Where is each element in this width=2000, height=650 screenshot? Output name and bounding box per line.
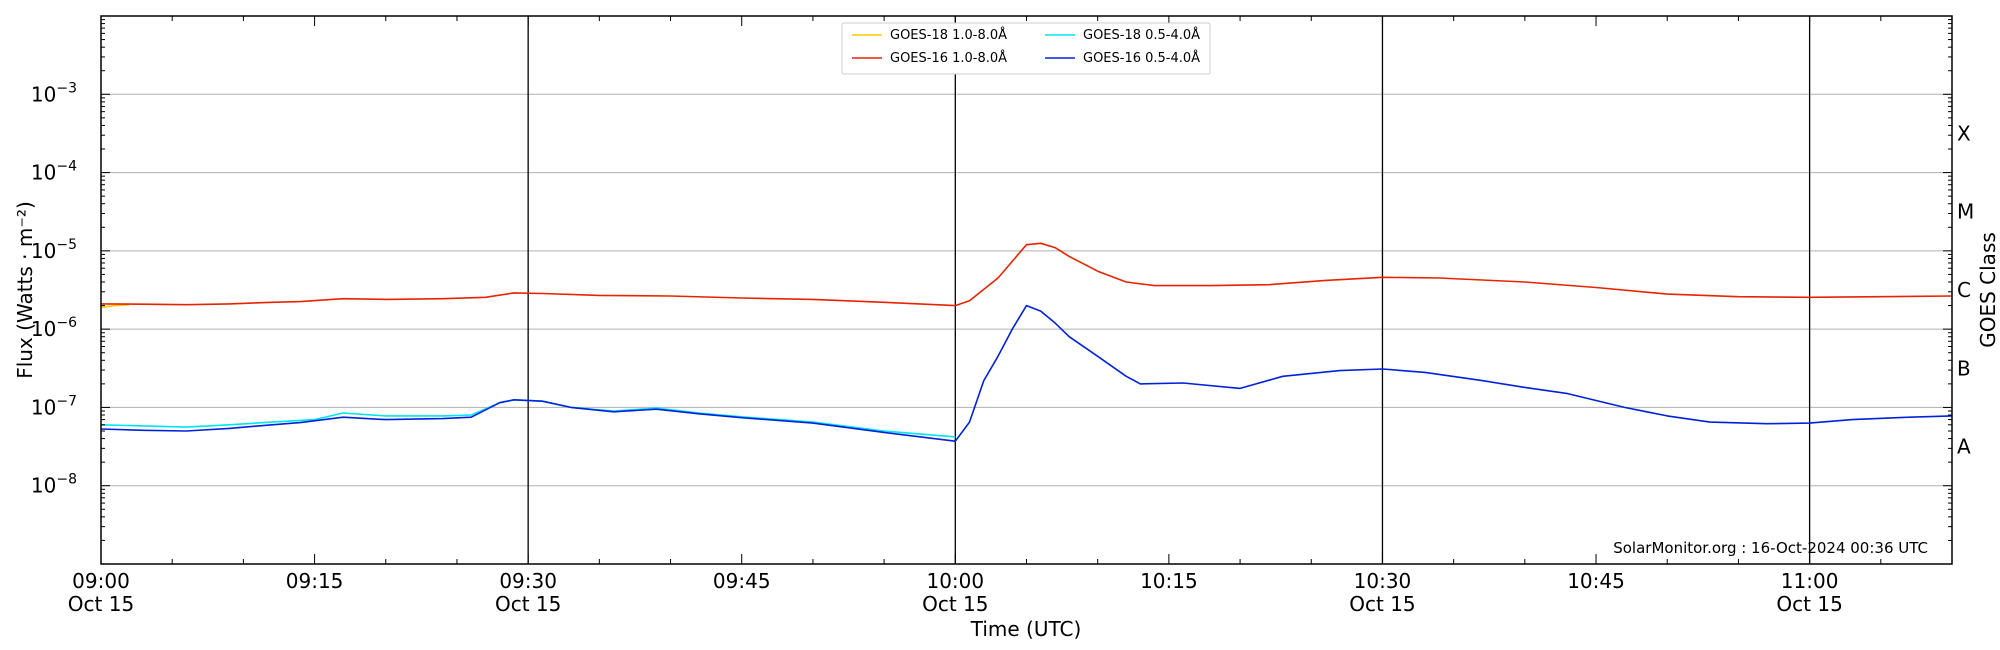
x-tick-label: 09:00: [72, 569, 130, 593]
x-tick-label: 09:45: [713, 569, 771, 593]
legend-label: GOES-16 1.0-8.0Å: [890, 50, 1007, 66]
x-tick-date-label: Oct 15: [922, 592, 988, 616]
x-tick-label: 11:00: [1781, 569, 1839, 593]
x-axis-title: Time (UTC): [970, 617, 1082, 641]
legend-label: GOES-16 0.5-4.0Å: [1083, 50, 1200, 66]
x-tick-label: 09:15: [286, 569, 344, 593]
legend-box: [841, 22, 1211, 75]
series-line: [100, 242, 1953, 307]
y-tick-label: 10−7: [31, 393, 77, 419]
x-tick-label: 10:30: [1354, 569, 1412, 593]
y-tick-label: 10−5: [31, 237, 77, 263]
y-tick-label: 10−3: [31, 80, 77, 106]
legend: GOES-18 1.0-8.0Å GOES-16 1.0-8.0Å GOES-18 …: [841, 22, 1211, 75]
goes-class-label: M: [1957, 200, 1974, 224]
plot-frame: [100, 15, 1953, 565]
credit-text: SolarMonitor.org : 16-Oct-2024 00:36 UTC: [1613, 539, 1928, 557]
y-tick-label: 10−6: [31, 315, 77, 341]
goes-class-label: B: [1957, 356, 1971, 380]
x-tick-label: 10:15: [1140, 569, 1198, 593]
y-tick-label: 10−4: [31, 159, 77, 185]
y2-axis-title: GOES Class: [1976, 232, 2000, 348]
x-tick-label: 10:45: [1567, 569, 1625, 593]
legend-label: GOES-18 1.0-8.0Å: [890, 27, 1007, 43]
series-line: [100, 304, 1953, 443]
x-tick-label: 10:00: [926, 569, 984, 593]
legend-label: GOES-18 0.5-4.0Å: [1083, 27, 1200, 43]
x-tick-date-label: Oct 15: [1776, 592, 1842, 616]
goes-class-label: C: [1957, 278, 1971, 302]
goes-class-label: A: [1957, 435, 1971, 459]
x-tick-date-label: Oct 15: [68, 592, 134, 616]
x-tick-date-label: Oct 15: [495, 592, 561, 616]
y-tick-label: 10−8: [31, 472, 77, 498]
series-lines: [100, 242, 1953, 443]
y-axis-title: Flux (Watts · m⁻²): [13, 201, 37, 379]
goes-class-label: X: [1957, 121, 1971, 145]
grid: [101, 16, 1952, 564]
x-tick-label: 09:30: [499, 569, 557, 593]
series-line: [100, 303, 130, 309]
x-tick-date-label: Oct 15: [1349, 592, 1415, 616]
